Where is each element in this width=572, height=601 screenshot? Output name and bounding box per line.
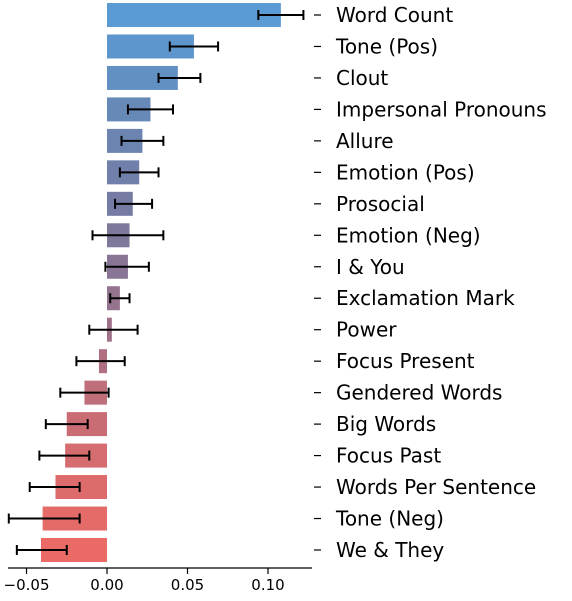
- category-label: Big Words: [336, 412, 436, 436]
- category-label: Clout: [336, 66, 388, 90]
- category-label: Focus Present: [336, 349, 475, 373]
- x-tick-label: 0.05: [171, 576, 204, 594]
- x-axis: −0.05 0.00 0.05 0.10: [4, 567, 312, 594]
- category-label: Impersonal Pronouns: [336, 97, 547, 121]
- category-label: Prosocial: [336, 192, 425, 216]
- category-label: Tone (Pos): [335, 34, 438, 58]
- error-bar: [28, 482, 81, 493]
- error-bar: [75, 356, 126, 367]
- error-bar: [257, 10, 305, 20]
- bar: [107, 3, 281, 27]
- category-label: Words Per Sentence: [336, 475, 536, 499]
- category-label: Gendered Words: [336, 381, 502, 405]
- category-label: Word Count: [336, 3, 453, 27]
- error-bar: [88, 324, 139, 335]
- x-tick-label: 0.00: [90, 576, 123, 594]
- category-label: Emotion (Pos): [336, 160, 475, 184]
- category-label: We & They: [336, 538, 444, 562]
- error-bar: [168, 41, 220, 52]
- category-label: I & You: [336, 255, 405, 279]
- category-label: Emotion (Neg): [336, 223, 481, 247]
- category-label: Allure: [336, 129, 394, 153]
- error-bar: [59, 387, 110, 398]
- error-bar: [157, 72, 202, 83]
- y-axis: Word Count Tone (Pos) Clout Impersonal Pron…: [314, 3, 547, 562]
- error-bar: [126, 104, 175, 115]
- category-label: Tone (Neg): [335, 507, 444, 531]
- error-bar: [7, 513, 81, 524]
- error-bar: [104, 261, 150, 272]
- bars-layer: [40, 3, 281, 562]
- error-bar: [38, 450, 91, 461]
- category-label: Exclamation Mark: [336, 286, 515, 310]
- error-bar: [118, 167, 160, 178]
- error-bar: [91, 230, 165, 241]
- x-tick-label: 0.10: [251, 576, 284, 594]
- error-bar: [109, 293, 131, 304]
- error-bar: [44, 419, 89, 430]
- category-label: Focus Past: [336, 444, 441, 468]
- x-tick-label: −0.05: [4, 576, 50, 594]
- error-bar: [114, 198, 154, 209]
- category-label: Power: [336, 318, 397, 342]
- error-bar: [15, 544, 68, 555]
- error-bar: [120, 135, 165, 146]
- error-bars-layer: [7, 10, 305, 555]
